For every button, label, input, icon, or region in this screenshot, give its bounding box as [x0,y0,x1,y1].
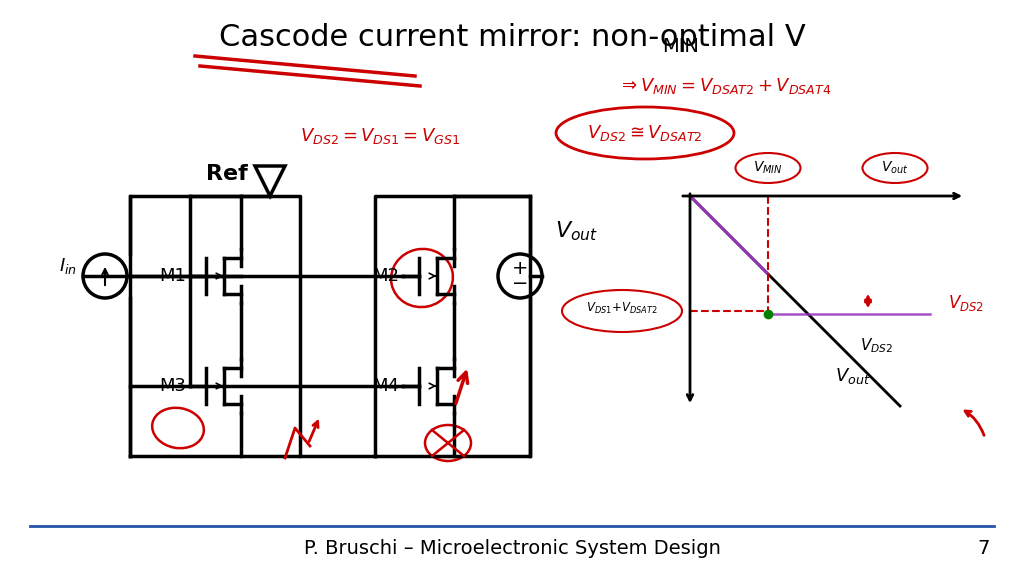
Text: $V_{DS2}=V_{DS1}=V_{GS1}$: $V_{DS2}=V_{DS1}=V_{GS1}$ [300,126,460,146]
Text: M2: M2 [373,267,399,285]
Text: $V_{DS2}$: $V_{DS2}$ [948,293,984,313]
Text: $\Rightarrow V_{MIN}=V_{DSAT2}+V_{DSAT4}$: $\Rightarrow V_{MIN}=V_{DSAT2}+V_{DSAT4}… [618,76,831,96]
Text: +: + [512,259,528,278]
Text: $V_{DS2}$: $V_{DS2}$ [860,336,893,355]
Text: M3: M3 [160,377,186,395]
Text: $V_{out}$: $V_{out}$ [555,219,598,243]
Text: Ref: Ref [206,164,248,184]
Text: −: − [512,275,528,294]
Text: P. Bruschi – Microelectronic System Design: P. Bruschi – Microelectronic System Desi… [303,539,721,558]
Text: $V_{MIN}$: $V_{MIN}$ [753,160,783,176]
Text: $V_{DS2}\cong V_{DSAT2}$: $V_{DS2}\cong V_{DSAT2}$ [587,123,702,143]
Text: MIN: MIN [662,37,698,56]
Text: $V_{DS1}$+$V_{DSAT2}$: $V_{DS1}$+$V_{DSAT2}$ [586,301,657,316]
Text: Cascode current mirror: non-optimal V: Cascode current mirror: non-optimal V [219,24,805,52]
Text: 7: 7 [978,539,990,558]
Text: $I_{in}$: $I_{in}$ [59,256,77,276]
Text: $V_{out}$: $V_{out}$ [881,160,909,176]
Text: $V_{out}$: $V_{out}$ [835,366,870,386]
Text: M4: M4 [373,377,399,395]
Text: M1: M1 [160,267,186,285]
